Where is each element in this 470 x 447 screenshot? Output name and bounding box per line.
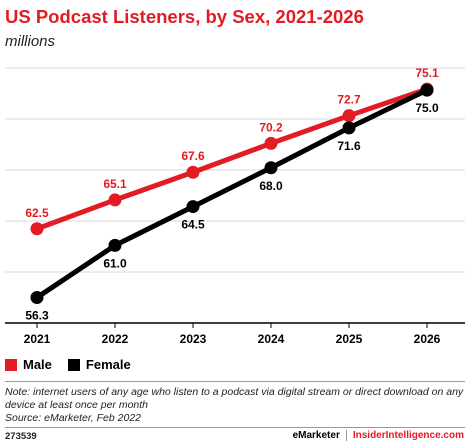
data-point-female bbox=[30, 291, 44, 304]
legend-item-female: Female bbox=[67, 357, 131, 372]
data-label-male: 67.6 bbox=[181, 149, 205, 163]
legend-item-male: Male bbox=[5, 357, 52, 372]
legend-swatch-female bbox=[67, 358, 80, 371]
data-label-male: 65.1 bbox=[103, 177, 127, 191]
chart-note: Note: internet users of any age who list… bbox=[5, 386, 465, 425]
data-point-female bbox=[264, 161, 278, 175]
data-point-female bbox=[186, 200, 200, 214]
footer-divider bbox=[5, 427, 465, 428]
brand-insiderintelligence: InsiderIntelligence.com bbox=[352, 430, 464, 441]
data-label-male: 75.1 bbox=[415, 66, 439, 80]
data-label-female: 68.0 bbox=[259, 179, 283, 193]
legend-swatch-male bbox=[5, 358, 17, 371]
footer: 273539 eMarketer InsiderIntelligence.com bbox=[0, 428, 470, 447]
footer-brand: eMarketer InsiderIntelligence.com bbox=[293, 430, 464, 441]
divider bbox=[5, 381, 465, 382]
source-text: Source: eMarketer, Feb 2022 bbox=[5, 412, 141, 424]
x-tick-label: 2023 bbox=[180, 332, 207, 345]
data-label-male: 70.2 bbox=[259, 120, 283, 134]
data-label-female: 61.0 bbox=[103, 256, 127, 270]
x-tick-label: 2025 bbox=[336, 332, 363, 345]
data-label-male: 72.7 bbox=[337, 93, 361, 107]
chart-id: 273539 bbox=[5, 431, 37, 442]
chart-subtitle: millions bbox=[5, 33, 56, 50]
data-label-female: 64.5 bbox=[181, 218, 205, 232]
data-point-female bbox=[108, 238, 122, 252]
x-tick-label: 2022 bbox=[102, 332, 129, 345]
data-point-female bbox=[342, 121, 356, 135]
data-point-male bbox=[186, 165, 200, 179]
series-line-female bbox=[34, 87, 430, 300]
x-tick-label: 2024 bbox=[258, 332, 285, 345]
data-label-male: 62.5 bbox=[25, 206, 49, 220]
series-line-male bbox=[34, 86, 430, 232]
x-tick-label: 2026 bbox=[414, 332, 441, 345]
data-point-male bbox=[30, 222, 44, 236]
data-label-female: 71.6 bbox=[337, 139, 361, 153]
data-label-female: 75.0 bbox=[415, 101, 439, 115]
data-point-male bbox=[342, 109, 356, 123]
x-tick-label: 2021 bbox=[24, 332, 51, 345]
brand-emarketer: eMarketer bbox=[292, 430, 340, 441]
legend-label-male: Male bbox=[23, 357, 52, 372]
legend-label-female: Female bbox=[85, 357, 131, 372]
chart-title: US Podcast Listeners, by Sex, 2021-2026 bbox=[5, 6, 364, 27]
footer-separator bbox=[345, 430, 347, 441]
data-point-male bbox=[264, 136, 278, 150]
line-chart: 2021 2022 2023 2024 2025 2026 62.5 65.1 67.6 70.2… bbox=[5, 66, 465, 345]
note-text: Note: internet users of any age who list… bbox=[5, 386, 464, 411]
chart-legend: Male Female bbox=[5, 357, 147, 372]
data-point-female bbox=[420, 83, 434, 97]
data-label-female: 56.3 bbox=[25, 309, 49, 323]
data-point-male bbox=[108, 193, 122, 207]
